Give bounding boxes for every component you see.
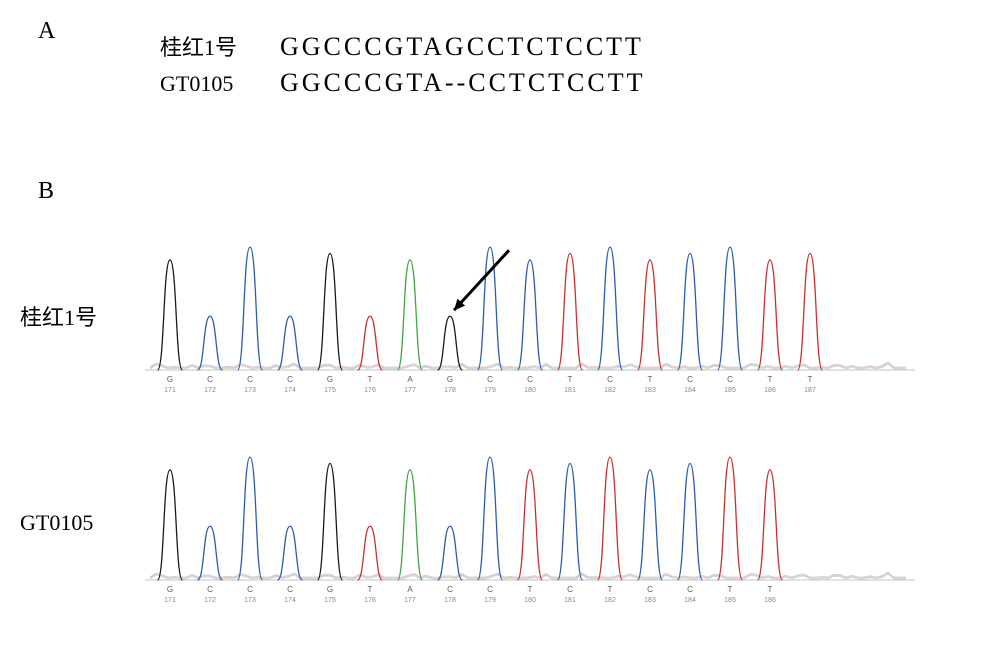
- svg-text:181: 181: [564, 387, 576, 394]
- svg-text:T: T: [728, 585, 733, 594]
- svg-text:179: 179: [484, 597, 496, 604]
- svg-text:C: C: [287, 585, 293, 594]
- svg-text:182: 182: [604, 387, 616, 394]
- svg-text:A: A: [407, 375, 413, 384]
- chrom-label-1: 桂红1号: [20, 300, 97, 332]
- svg-text:172: 172: [204, 597, 216, 604]
- svg-text:173: 173: [244, 597, 256, 604]
- svg-text:T: T: [528, 585, 533, 594]
- svg-text:173: 173: [244, 387, 256, 394]
- svg-text:C: C: [207, 375, 213, 384]
- svg-text:178: 178: [444, 387, 456, 394]
- svg-text:G: G: [167, 375, 173, 384]
- svg-text:176: 176: [364, 597, 376, 604]
- panel-a-label: A: [38, 18, 55, 45]
- svg-text:T: T: [368, 375, 373, 384]
- svg-text:187: 187: [804, 387, 816, 394]
- svg-text:T: T: [608, 585, 613, 594]
- svg-text:174: 174: [284, 597, 296, 604]
- seq-row: 桂红1号 GGCCCGTAGCCTCTCCTT: [160, 30, 645, 62]
- seq-name: GT0105: [160, 71, 280, 97]
- svg-text:A: A: [407, 585, 413, 594]
- svg-text:181: 181: [564, 597, 576, 604]
- svg-text:177: 177: [404, 387, 416, 394]
- svg-text:179: 179: [484, 387, 496, 394]
- svg-text:180: 180: [524, 387, 536, 394]
- svg-text:T: T: [768, 585, 773, 594]
- svg-text:C: C: [607, 375, 613, 384]
- svg-text:C: C: [567, 585, 573, 594]
- panel-b-label: B: [38, 178, 54, 205]
- seq-text: GGCCCGTA--CCTCTCCTT: [280, 68, 645, 98]
- svg-text:176: 176: [364, 387, 376, 394]
- svg-text:183: 183: [644, 597, 656, 604]
- seq-row: GT0105 GGCCCGTA--CCTCTCCTT: [160, 68, 645, 98]
- svg-text:G: G: [167, 585, 173, 594]
- chromatogram-2: G 171 C 172 C 173 C 174 G 175 T 176 A 177 C 178 C 179 T 180…: [140, 440, 920, 615]
- svg-text:171: 171: [164, 597, 176, 604]
- svg-text:C: C: [447, 585, 453, 594]
- seq-text: GGCCCGTAGCCTCTCCTT: [280, 32, 644, 62]
- svg-text:185: 185: [724, 387, 736, 394]
- svg-text:171: 171: [164, 387, 176, 394]
- svg-text:T: T: [808, 375, 813, 384]
- seq-name: 桂红1号: [160, 30, 280, 62]
- svg-text:175: 175: [324, 387, 336, 394]
- svg-text:G: G: [447, 375, 453, 384]
- svg-text:177: 177: [404, 597, 416, 604]
- chromatogram-block: G 171 C 172 C 173 C 174 G 175 T 176 A 177 G 178 C 179 C 180…: [140, 230, 920, 615]
- svg-text:175: 175: [324, 597, 336, 604]
- panel-a-sequences: 桂红1号 GGCCCGTAGCCTCTCCTT GT0105 GGCCCGTA-…: [160, 30, 645, 104]
- chrom-label-2: GT0105: [20, 510, 93, 536]
- svg-text:186: 186: [764, 387, 776, 394]
- svg-text:C: C: [687, 375, 693, 384]
- svg-text:172: 172: [204, 387, 216, 394]
- svg-text:174: 174: [284, 387, 296, 394]
- svg-text:C: C: [727, 375, 733, 384]
- svg-text:T: T: [368, 585, 373, 594]
- svg-text:C: C: [687, 585, 693, 594]
- svg-text:185: 185: [724, 597, 736, 604]
- svg-text:C: C: [207, 585, 213, 594]
- svg-text:C: C: [487, 375, 493, 384]
- svg-text:G: G: [327, 375, 333, 384]
- svg-text:T: T: [648, 375, 653, 384]
- svg-text:G: G: [327, 585, 333, 594]
- chromatogram-1: G 171 C 172 C 173 C 174 G 175 T 176 A 177 G 178 C 179 C 180…: [140, 230, 920, 405]
- svg-text:C: C: [247, 375, 253, 384]
- svg-text:184: 184: [684, 597, 696, 604]
- svg-text:T: T: [768, 375, 773, 384]
- svg-text:180: 180: [524, 597, 536, 604]
- svg-text:183: 183: [644, 387, 656, 394]
- svg-text:C: C: [487, 585, 493, 594]
- svg-text:C: C: [247, 585, 253, 594]
- svg-text:T: T: [568, 375, 573, 384]
- svg-text:C: C: [647, 585, 653, 594]
- svg-text:184: 184: [684, 387, 696, 394]
- svg-text:186: 186: [764, 597, 776, 604]
- svg-text:182: 182: [604, 597, 616, 604]
- svg-text:C: C: [527, 375, 533, 384]
- svg-text:C: C: [287, 375, 293, 384]
- svg-text:178: 178: [444, 597, 456, 604]
